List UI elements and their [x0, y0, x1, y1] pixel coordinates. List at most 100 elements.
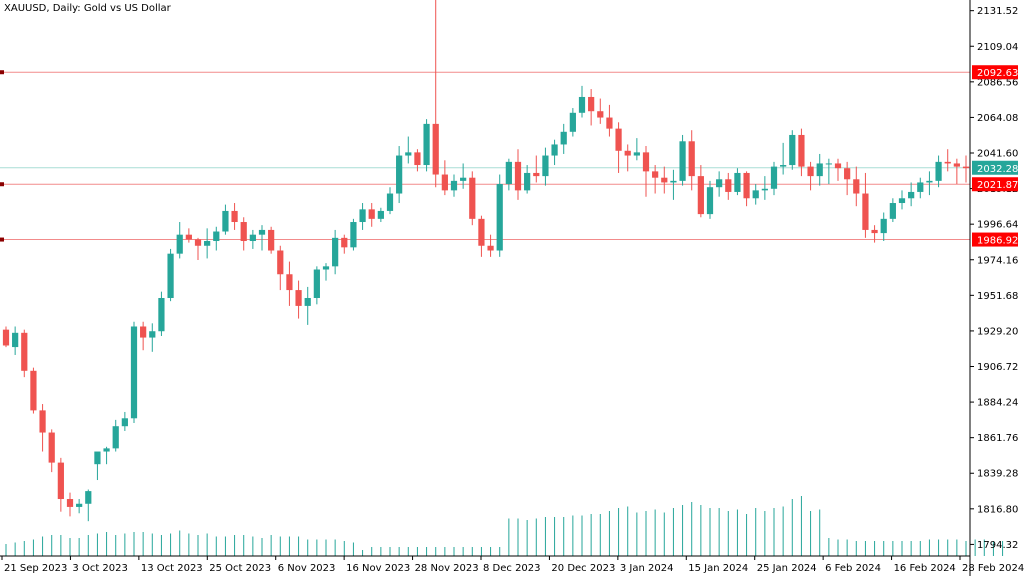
- candle-body: [734, 172, 741, 192]
- candle-body: [898, 198, 906, 204]
- candle-body: [432, 123, 439, 175]
- candle-body: [167, 253, 174, 298]
- candle-body: [816, 163, 823, 177]
- candle-body: [12, 332, 19, 348]
- candle-body: [341, 237, 348, 248]
- candle-body: [652, 171, 659, 178]
- candle-body: [551, 144, 558, 156]
- price-tags: 2092.63 2021.87 1986.92 2032.28: [972, 65, 1018, 247]
- candle-body: [57, 462, 64, 500]
- candle-body: [597, 111, 604, 118]
- candle-body: [487, 245, 494, 251]
- time-tick-label: 28 Feb 2024: [962, 563, 1024, 574]
- candle-body: [85, 491, 92, 504]
- time-tick-label: 13 Oct 2023: [141, 563, 203, 574]
- time-tick-label: 20 Dec 2023: [551, 563, 615, 574]
- time-tick-label: 16 Nov 2023: [346, 563, 410, 574]
- time-tick-label: 3 Oct 2023: [72, 563, 127, 574]
- candle-body: [386, 193, 394, 211]
- time-tick-label: 25 Jan 2024: [757, 563, 817, 574]
- candle-body: [194, 239, 202, 246]
- candle-body: [578, 96, 586, 113]
- candle-body: [697, 176, 704, 215]
- candle-body: [533, 172, 540, 177]
- candle-body: [770, 166, 778, 189]
- candle-body: [130, 326, 138, 419]
- candle-body: [862, 193, 869, 230]
- price-tick-label: 1951.68: [977, 291, 1018, 302]
- candle-body: [450, 180, 458, 191]
- current-price-tag-bg: [972, 160, 1018, 175]
- volume-bars: [5, 496, 1004, 556]
- candle-body: [359, 209, 366, 223]
- candle-body: [286, 274, 293, 291]
- candle-body: [377, 210, 384, 219]
- candle-body: [240, 222, 247, 242]
- candle-body: [889, 203, 896, 219]
- candle-body: [615, 128, 622, 151]
- price-tick-label: 1861.76: [977, 433, 1018, 444]
- candle-body: [633, 152, 640, 156]
- candle-body: [716, 179, 723, 188]
- time-tick-label: 8 Dec 2023: [483, 563, 541, 574]
- time-tick-label: 3 Jan 2024: [620, 563, 674, 574]
- level-price-tag: 1986.92: [977, 236, 1018, 247]
- candle-body: [761, 188, 768, 191]
- candle-body: [94, 451, 101, 465]
- candle-body: [350, 222, 357, 248]
- candle-body: [322, 266, 330, 270]
- candle-body: [588, 96, 595, 112]
- time-tick-label: 6 Nov 2023: [278, 563, 336, 574]
- candle-body: [396, 155, 403, 194]
- candle-body: [112, 426, 119, 449]
- candle-body: [405, 152, 412, 156]
- candle-body: [871, 229, 878, 234]
- candle-body: [780, 165, 787, 167]
- candle-body: [542, 155, 549, 177]
- time-tick-label: 25 Oct 2023: [209, 563, 271, 574]
- time-tick-label: 6 Feb 2024: [825, 563, 881, 574]
- level-price-tag: 2092.63: [977, 68, 1018, 79]
- candle-body: [789, 134, 796, 166]
- candle-body: [514, 161, 522, 191]
- candle-body: [21, 332, 28, 371]
- candle-body: [66, 499, 74, 507]
- candle-body: [706, 187, 714, 215]
- candle-body: [926, 180, 933, 183]
- candle-body: [752, 190, 759, 199]
- current-price-tag: 2032.28: [977, 164, 1018, 175]
- price-tick-label: 2041.60: [977, 149, 1018, 160]
- candle-body: [30, 370, 37, 411]
- level-anchor: [0, 70, 4, 75]
- candle-body: [295, 290, 302, 306]
- candle-body: [688, 141, 695, 177]
- price-tick-label: 1884.24: [977, 398, 1018, 409]
- candle-body: [268, 229, 275, 251]
- candle-body: [962, 166, 970, 169]
- candle-body: [505, 161, 512, 185]
- candle-body: [478, 218, 485, 246]
- time-tick-label: 21 Sep 2023: [4, 563, 67, 574]
- candle-body: [332, 237, 339, 267]
- candle-body: [725, 179, 732, 192]
- candle-body: [48, 432, 55, 463]
- candle-body: [204, 241, 211, 246]
- candle-body: [935, 161, 942, 181]
- candle-body: [524, 172, 531, 191]
- candle-body: [304, 297, 311, 306]
- candle-body: [798, 134, 805, 167]
- candle-body: [176, 234, 183, 254]
- candle-body: [560, 131, 567, 145]
- candle-body: [39, 410, 46, 433]
- price-tick-label: 1816.80: [977, 504, 1018, 515]
- candle-body: [496, 184, 503, 251]
- candle-body: [853, 179, 860, 194]
- time-tick-label: 28 Nov 2023: [415, 563, 479, 574]
- candle-body: [158, 297, 165, 332]
- candle-body: [2, 329, 10, 346]
- level-price-tag-bg: [972, 232, 1018, 247]
- level-price-tag-bg: [972, 65, 1018, 80]
- candle-body: [908, 191, 915, 199]
